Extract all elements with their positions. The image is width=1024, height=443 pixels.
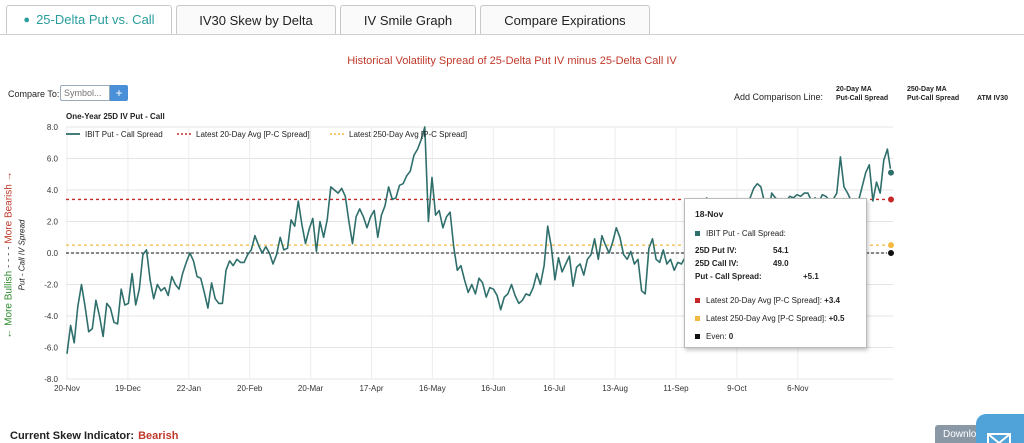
x-tick-label: 6-Nov (787, 384, 808, 393)
tab-label: IV Smile Graph (363, 12, 453, 28)
comparison-option-atm-iv30[interactable]: ATM IV30 (977, 94, 1008, 103)
even-endpoint-marker (887, 249, 895, 257)
tooltip-avg250-value: +0.5 (828, 314, 845, 323)
y-tick-label: 4.0 (47, 186, 59, 195)
chart-subtitle: One-Year 25D IV Put - Call (66, 112, 165, 121)
tab-label: IV30 Skew by Delta (199, 12, 313, 28)
tooltip-call-label: 25D Call IV: (695, 259, 739, 268)
legend-label: Latest 20-Day Avg [P-C Spread] (196, 130, 310, 139)
x-tick-label: 20-Nov (54, 384, 80, 393)
envelope-icon (987, 433, 1011, 443)
y-tick-label: -4.0 (44, 312, 58, 321)
add-symbol-button[interactable]: + (110, 85, 128, 101)
y-tick-label: -8.0 (44, 375, 58, 384)
tab-iv-smile-graph[interactable]: IV Smile Graph (340, 5, 476, 34)
tooltip-spread-label: Put - Call Spread: (695, 272, 762, 281)
series-endpoint-marker (887, 168, 895, 177)
tooltip-series-label: IBIT Put - Call Spread: (706, 229, 786, 238)
x-tick-label: 16-Jul (543, 384, 565, 393)
x-tick-label: 9-Oct (727, 384, 747, 393)
comparison-option-line1: ATM IV30 (977, 95, 1008, 102)
tooltip-even-label: Even: (706, 332, 727, 341)
x-tick-label: 20-Mar (298, 384, 324, 393)
tooltip-even-row: Even: 0 (695, 332, 733, 341)
y-tick-label: 0.0 (47, 249, 59, 258)
tooltip-series-row: IBIT Put - Call Spread: (695, 229, 786, 238)
x-tick-label: 20-Feb (237, 384, 263, 393)
symbol-input[interactable] (60, 85, 110, 101)
tooltip-spread-value: +5.1 (803, 272, 819, 281)
avg20-swatch-icon (695, 298, 700, 304)
skew-indicator-label: Current Skew Indicator: (10, 430, 135, 442)
tooltip-avg20-label: Latest 20-Day Avg [P-C Spread]: (706, 296, 822, 305)
x-tick-label: 16-May (419, 384, 446, 393)
tab-bar: ● 25-Delta Put vs. Call IV30 Skew by Del… (6, 5, 654, 34)
comparison-option-line2: Put-Call Spread (907, 95, 960, 102)
bullet-icon: ● (23, 13, 31, 26)
y-tick-label: 8.0 (47, 123, 59, 132)
tooltip-spread-row: Put - Call Spread: +5.1 (695, 272, 819, 281)
tab-25-delta-put-vs-call[interactable]: ● 25-Delta Put vs. Call (6, 5, 172, 34)
email-button[interactable] (976, 414, 1024, 443)
comparison-option-line2: Put-Call Spread (836, 95, 889, 102)
avg250-endpoint-marker (887, 241, 895, 250)
x-tick-label: 13-Aug (602, 384, 628, 393)
tab-label: Compare Expirations (504, 12, 626, 28)
tooltip-avg250-label: Latest 250-Day Avg [P-C Spread]: (706, 314, 827, 323)
tooltip-call-row: 25D Call IV: 49.0 (695, 259, 789, 268)
even-swatch-icon (695, 334, 700, 340)
skew-indicator-value: Bearish (138, 430, 179, 442)
legend-label: IBIT Put - Call Spread (85, 130, 163, 139)
page-title: Historical Volatility Spread of 25-Delta… (347, 55, 677, 67)
tab-label: 25-Delta Put vs. Call (36, 12, 155, 27)
tab-compare-expirations[interactable]: Compare Expirations (480, 5, 650, 34)
comparison-option-250-day-ma[interactable]: 250-Day MA Put-Call Spread (907, 85, 959, 103)
avg250-swatch-icon (695, 316, 700, 322)
tooltip-avg20-row: Latest 20-Day Avg [P-C Spread]: +3.4 (695, 296, 840, 305)
compare-to-label: Compare To: (8, 89, 60, 99)
y-tick-label: -6.0 (44, 344, 58, 353)
skew-indicator: Current Skew Indicator: Bearish (10, 430, 178, 442)
tooltip-date: 18-Nov (695, 209, 724, 219)
y-tick-label: 6.0 (47, 155, 59, 164)
spread-series-line (66, 126, 892, 354)
series-swatch-icon (695, 231, 700, 237)
y-tick-label: 2.0 (47, 218, 59, 227)
x-tick-label: 17-Apr (359, 384, 383, 393)
comparison-option-line1: 20-Day MA (836, 86, 872, 93)
comparison-option-line1: 250-Day MA (907, 86, 947, 93)
chart-tooltip: 18-Nov IBIT Put - Call Spread: 25D Put I… (684, 198, 867, 348)
comparison-option-20-day-ma[interactable]: 20-Day MA Put-Call Spread (836, 85, 888, 103)
y-tick-label: -2.0 (44, 281, 58, 290)
legend-label: Latest 250-Day Avg [P-C Spread] (349, 130, 467, 139)
tab-iv30-skew-by-delta[interactable]: IV30 Skew by Delta (176, 5, 336, 34)
avg20-endpoint-marker (887, 195, 895, 204)
x-tick-label: 22-Jan (177, 384, 201, 393)
x-tick-label: 11-Sep (663, 384, 689, 393)
x-tick-label: 19-Dec (115, 384, 141, 393)
tooltip-call-value: 49.0 (773, 259, 789, 268)
tooltip-put-row: 25D Put IV: 54.1 (695, 246, 789, 255)
x-tick-label: 16-Jun (481, 384, 505, 393)
tooltip-avg20-value: +3.4 (824, 296, 840, 305)
tooltip-even-value: 0 (728, 332, 734, 341)
tooltip-put-value: 54.1 (773, 246, 789, 255)
tab-divider (0, 34, 1024, 35)
tooltip-put-label: 25D Put IV: (695, 246, 737, 255)
tooltip-avg250-row: Latest 250-Day Avg [P-C Spread]: +0.5 (695, 314, 844, 323)
add-comparison-label: Add Comparison Line: (734, 92, 824, 102)
